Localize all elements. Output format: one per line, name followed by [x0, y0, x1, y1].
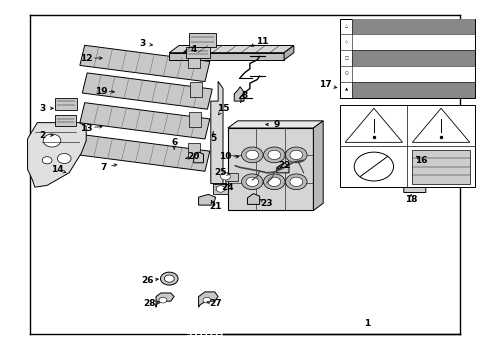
Circle shape: [264, 147, 285, 163]
Bar: [213, 184, 228, 194]
Text: 16: 16: [415, 156, 427, 165]
Bar: [225, 173, 238, 181]
Text: 14: 14: [50, 165, 63, 174]
Text: 18: 18: [405, 195, 417, 204]
Bar: [80, 103, 210, 139]
Text: 7: 7: [100, 163, 106, 172]
Text: 6: 6: [171, 138, 177, 147]
Text: 3: 3: [39, 104, 46, 113]
Circle shape: [407, 171, 422, 182]
Text: 24: 24: [221, 183, 234, 192]
Text: 4: 4: [191, 45, 197, 54]
Polygon shape: [228, 121, 323, 128]
Text: □: □: [344, 56, 348, 60]
Bar: [55, 116, 76, 126]
Text: 2: 2: [39, 131, 46, 140]
Text: ○: ○: [344, 72, 348, 76]
Polygon shape: [234, 87, 244, 101]
Bar: [352, 66, 475, 82]
Bar: [189, 33, 216, 47]
Polygon shape: [169, 53, 284, 60]
Bar: [340, 105, 475, 187]
Polygon shape: [413, 108, 470, 142]
Bar: [352, 82, 475, 98]
Polygon shape: [198, 292, 218, 307]
Circle shape: [407, 151, 422, 162]
Text: 1: 1: [364, 319, 370, 328]
Polygon shape: [211, 81, 223, 184]
Bar: [30, 15, 460, 334]
Bar: [190, 82, 202, 97]
Circle shape: [268, 177, 281, 186]
Text: 19: 19: [95, 86, 107, 95]
Bar: [82, 73, 212, 109]
Polygon shape: [228, 128, 314, 211]
Text: 10: 10: [219, 152, 232, 161]
Text: 9: 9: [273, 120, 280, 129]
Text: 15: 15: [217, 104, 229, 113]
Bar: [55, 98, 77, 110]
Polygon shape: [277, 163, 289, 173]
Text: 27: 27: [209, 299, 222, 308]
Text: 13: 13: [80, 123, 93, 132]
Polygon shape: [345, 108, 403, 142]
Circle shape: [164, 275, 174, 282]
Bar: [80, 45, 210, 82]
Text: 3: 3: [139, 39, 146, 48]
Bar: [186, 47, 210, 58]
Polygon shape: [169, 45, 294, 53]
Text: 12: 12: [80, 54, 93, 63]
Text: 11: 11: [256, 37, 269, 46]
Circle shape: [354, 152, 393, 181]
Polygon shape: [198, 194, 216, 205]
Polygon shape: [194, 152, 203, 163]
Circle shape: [242, 174, 263, 190]
Text: 5: 5: [210, 134, 217, 143]
Text: 8: 8: [242, 91, 248, 100]
Bar: [352, 19, 475, 35]
Text: ◇: ◇: [345, 40, 348, 44]
Text: 26: 26: [141, 276, 153, 285]
Circle shape: [246, 177, 259, 186]
Text: △: △: [345, 24, 348, 28]
Polygon shape: [156, 293, 174, 307]
Circle shape: [290, 177, 303, 186]
Text: 23: 23: [261, 199, 273, 208]
Text: 17: 17: [319, 81, 332, 90]
Circle shape: [242, 147, 263, 163]
Polygon shape: [247, 194, 260, 204]
Text: ▲: ▲: [345, 87, 348, 92]
Bar: [413, 149, 470, 184]
Circle shape: [264, 174, 285, 190]
Bar: [352, 50, 475, 66]
Circle shape: [160, 272, 178, 285]
Text: 21: 21: [209, 202, 222, 211]
Bar: [188, 53, 199, 68]
Circle shape: [42, 157, 52, 164]
Circle shape: [246, 150, 259, 159]
Bar: [80, 135, 210, 171]
Circle shape: [286, 147, 307, 163]
Bar: [188, 143, 199, 158]
Circle shape: [268, 150, 281, 159]
Text: 25: 25: [214, 168, 227, 177]
Circle shape: [57, 153, 71, 163]
Circle shape: [43, 134, 61, 147]
Bar: [189, 112, 201, 127]
Polygon shape: [314, 121, 323, 211]
Circle shape: [290, 150, 303, 159]
Text: 28: 28: [144, 299, 156, 308]
Circle shape: [220, 173, 230, 180]
Polygon shape: [404, 130, 426, 193]
Circle shape: [216, 186, 225, 192]
Circle shape: [159, 297, 167, 303]
Bar: [352, 35, 475, 50]
Bar: [340, 19, 475, 98]
Circle shape: [203, 297, 211, 303]
Circle shape: [286, 174, 307, 190]
Text: 20: 20: [188, 152, 200, 161]
Polygon shape: [27, 123, 86, 187]
Polygon shape: [284, 45, 294, 60]
Text: 22: 22: [278, 161, 291, 170]
